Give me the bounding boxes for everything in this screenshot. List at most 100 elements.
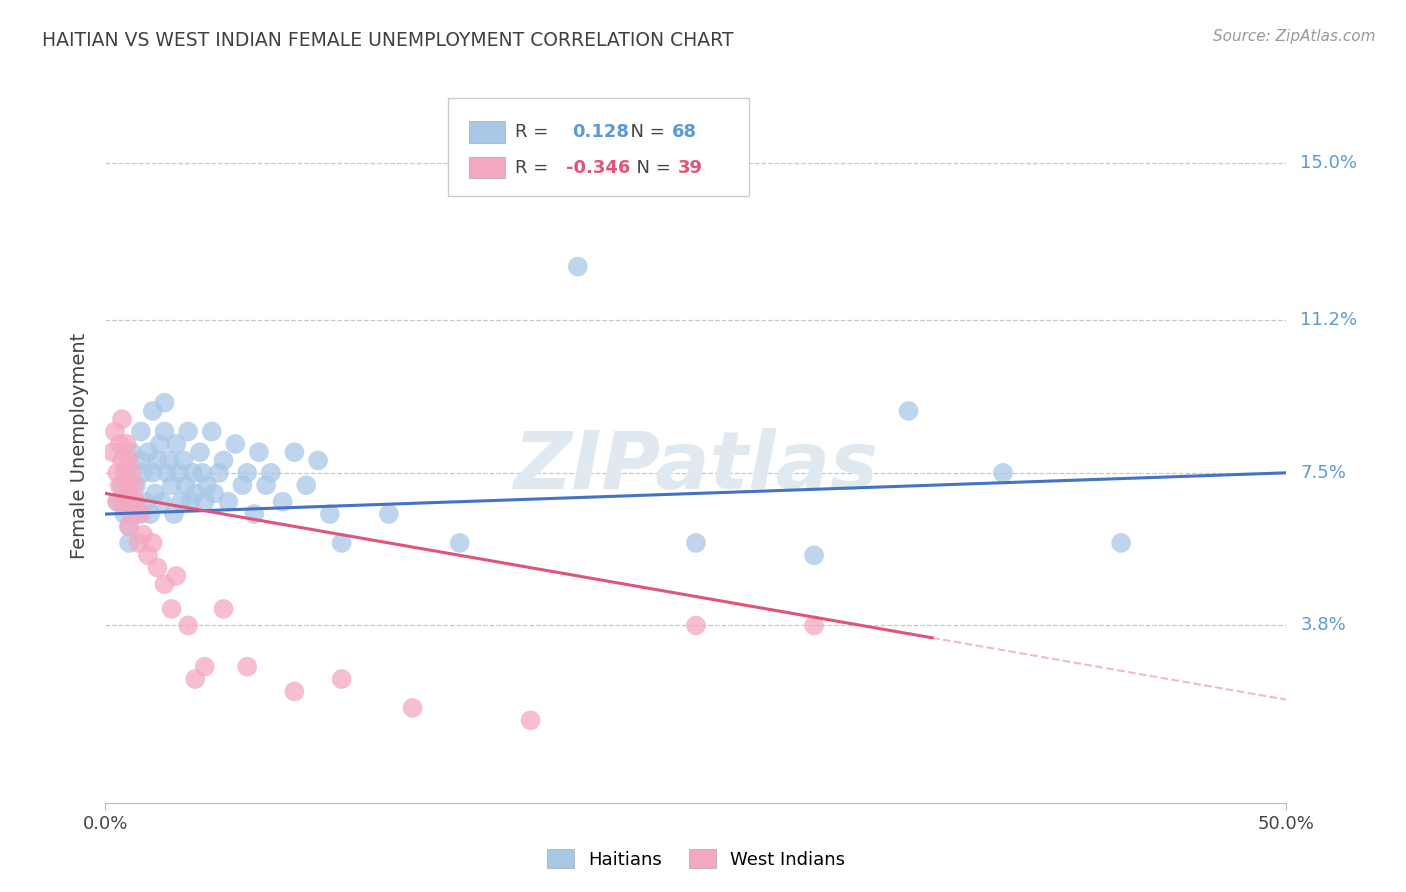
Text: ZIPatlas: ZIPatlas xyxy=(513,428,879,507)
Text: 0.128: 0.128 xyxy=(572,123,628,141)
Point xyxy=(160,478,183,492)
Point xyxy=(128,507,150,521)
Point xyxy=(115,466,138,480)
Point xyxy=(142,466,165,480)
Point xyxy=(165,569,187,583)
Point xyxy=(136,549,159,563)
Point xyxy=(236,659,259,673)
FancyBboxPatch shape xyxy=(449,98,749,196)
Point xyxy=(125,478,148,492)
Point xyxy=(112,507,135,521)
Point xyxy=(101,445,124,459)
Point xyxy=(115,478,138,492)
Point xyxy=(128,536,150,550)
Point xyxy=(157,453,180,467)
Point xyxy=(153,425,176,439)
Point xyxy=(378,507,401,521)
Point xyxy=(118,519,141,533)
Point xyxy=(224,437,246,451)
Point xyxy=(125,494,148,508)
Point xyxy=(208,466,231,480)
Point xyxy=(194,494,217,508)
Point xyxy=(188,445,211,459)
Point xyxy=(991,466,1014,480)
Point xyxy=(120,507,142,521)
Point xyxy=(319,507,342,521)
Point xyxy=(295,478,318,492)
Point xyxy=(142,404,165,418)
Point xyxy=(120,466,142,480)
Point xyxy=(177,425,200,439)
Point xyxy=(172,453,194,467)
Point xyxy=(231,478,253,492)
Point xyxy=(177,618,200,632)
Point xyxy=(283,445,305,459)
Text: -0.346: -0.346 xyxy=(567,159,630,177)
Point xyxy=(330,672,353,686)
Point xyxy=(307,453,329,467)
Point xyxy=(803,618,825,632)
Point xyxy=(129,453,152,467)
Point xyxy=(260,466,283,480)
Point xyxy=(247,445,270,459)
Point xyxy=(519,714,541,728)
Point xyxy=(685,618,707,632)
Point xyxy=(217,494,239,508)
Point xyxy=(174,478,197,492)
Point xyxy=(283,684,305,698)
FancyBboxPatch shape xyxy=(470,157,505,178)
FancyBboxPatch shape xyxy=(470,121,505,143)
Text: N =: N = xyxy=(626,159,676,177)
Point xyxy=(105,494,128,508)
Point xyxy=(201,425,224,439)
Point xyxy=(212,453,235,467)
Point xyxy=(449,536,471,550)
Y-axis label: Female Unemployment: Female Unemployment xyxy=(70,333,89,559)
Point xyxy=(202,486,225,500)
Point xyxy=(129,507,152,521)
Point xyxy=(803,549,825,563)
Legend: Haitians, West Indians: Haitians, West Indians xyxy=(540,842,852,876)
Point xyxy=(212,602,235,616)
Point xyxy=(191,466,214,480)
Point xyxy=(142,536,165,550)
Point xyxy=(271,494,294,508)
Text: 39: 39 xyxy=(678,159,703,177)
Point xyxy=(132,466,155,480)
Point xyxy=(105,494,128,508)
Point xyxy=(1109,536,1132,550)
Point xyxy=(184,486,207,500)
Point xyxy=(194,659,217,673)
Point xyxy=(122,478,145,492)
Text: 68: 68 xyxy=(672,123,697,141)
Point xyxy=(111,478,134,492)
Point xyxy=(330,536,353,550)
Point xyxy=(118,536,141,550)
Text: HAITIAN VS WEST INDIAN FEMALE UNEMPLOYMENT CORRELATION CHART: HAITIAN VS WEST INDIAN FEMALE UNEMPLOYME… xyxy=(42,31,734,50)
Text: 3.8%: 3.8% xyxy=(1301,616,1346,634)
Point xyxy=(135,494,157,508)
Point xyxy=(195,478,218,492)
Point xyxy=(167,466,190,480)
Point xyxy=(156,466,179,480)
Point xyxy=(153,395,176,409)
Point xyxy=(115,437,138,451)
Point xyxy=(104,425,127,439)
Point xyxy=(146,453,169,467)
Point xyxy=(118,453,141,467)
Point xyxy=(179,494,201,508)
Point xyxy=(120,445,142,459)
Point xyxy=(129,425,152,439)
Point xyxy=(897,404,920,418)
Text: 15.0%: 15.0% xyxy=(1301,154,1357,172)
Point xyxy=(254,478,277,492)
Point xyxy=(108,437,131,451)
Point xyxy=(108,478,131,492)
Point xyxy=(112,494,135,508)
Point xyxy=(122,494,145,508)
Text: R =: R = xyxy=(515,123,560,141)
Text: Source: ZipAtlas.com: Source: ZipAtlas.com xyxy=(1212,29,1375,45)
Point xyxy=(139,507,162,521)
Text: R =: R = xyxy=(515,159,554,177)
Point xyxy=(401,701,423,715)
